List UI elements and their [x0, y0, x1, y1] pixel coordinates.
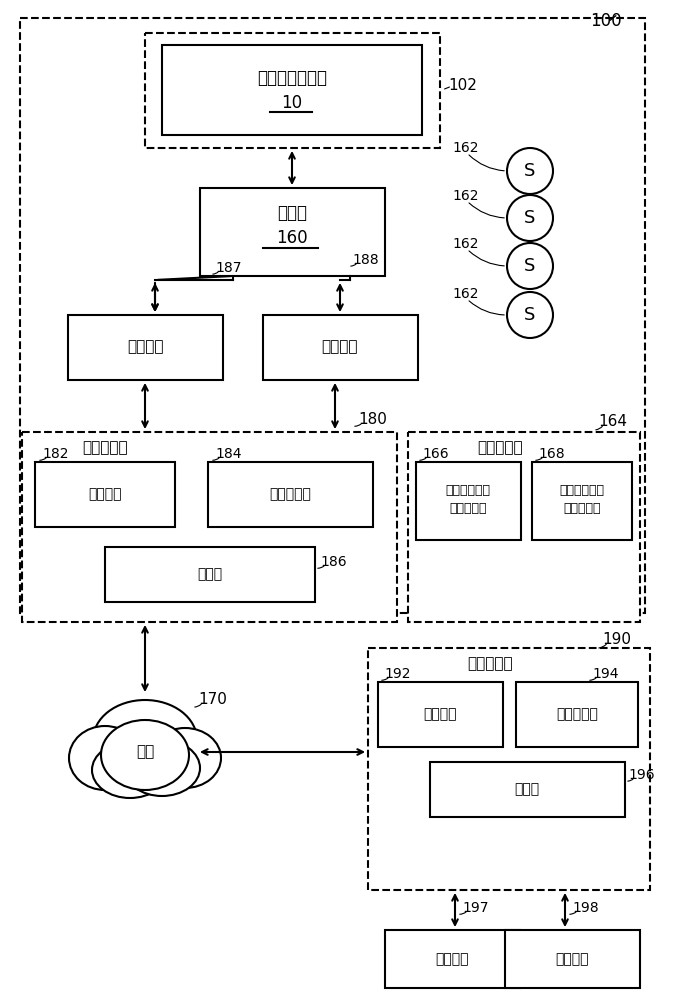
Bar — [22, 432, 397, 622]
Text: 本地计算机: 本地计算机 — [82, 440, 128, 456]
Text: 166: 166 — [422, 447, 449, 461]
Text: S: S — [524, 306, 536, 324]
Text: S: S — [524, 257, 536, 275]
Text: S: S — [524, 209, 536, 227]
Text: 196: 196 — [628, 768, 655, 782]
Text: 元操作数据: 元操作数据 — [449, 502, 487, 514]
Text: 存储器设备: 存储器设备 — [556, 707, 598, 721]
Text: 180: 180 — [358, 412, 387, 428]
Circle shape — [507, 243, 553, 289]
Text: 198: 198 — [572, 901, 598, 915]
Circle shape — [507, 292, 553, 338]
Bar — [162, 45, 422, 135]
Bar — [408, 432, 640, 622]
Text: 197: 197 — [462, 901, 488, 915]
Text: 发动机测试单: 发动机测试单 — [560, 485, 605, 497]
Text: 输出设备: 输出设备 — [556, 952, 589, 966]
Circle shape — [507, 195, 553, 241]
Text: 164: 164 — [598, 414, 627, 430]
Bar — [532, 462, 632, 540]
Ellipse shape — [149, 728, 221, 788]
Bar — [68, 315, 223, 380]
Text: 162: 162 — [452, 287, 479, 301]
Bar — [35, 462, 175, 527]
Bar — [208, 462, 373, 527]
Text: 本地服务器: 本地服务器 — [477, 440, 523, 456]
Text: 燃气涡轮发动机: 燃气涡轮发动机 — [257, 69, 327, 87]
Text: 100: 100 — [590, 12, 622, 30]
Ellipse shape — [124, 740, 200, 796]
Text: 190: 190 — [602, 633, 631, 648]
Ellipse shape — [93, 700, 197, 780]
Text: 通信接口: 通信接口 — [423, 707, 457, 721]
Text: 162: 162 — [452, 189, 479, 203]
Text: S: S — [524, 162, 536, 180]
Text: 187: 187 — [215, 261, 241, 275]
Bar — [516, 682, 638, 747]
Text: 输出设备: 输出设备 — [322, 340, 358, 355]
Text: 网络: 网络 — [136, 744, 154, 760]
Text: 输入设备: 输入设备 — [126, 340, 163, 355]
Text: 10: 10 — [282, 94, 303, 112]
Text: 168: 168 — [538, 447, 564, 461]
Text: 元分析应用: 元分析应用 — [563, 502, 600, 514]
Text: 输入设备: 输入设备 — [435, 952, 469, 966]
Text: 控制器: 控制器 — [277, 204, 307, 222]
Bar — [505, 930, 640, 988]
Text: 存储器设备: 存储器设备 — [269, 487, 311, 501]
Text: 102: 102 — [448, 78, 477, 93]
Bar — [385, 930, 520, 988]
Bar — [378, 682, 503, 747]
Text: 184: 184 — [215, 447, 241, 461]
Bar — [200, 188, 385, 276]
Text: 182: 182 — [42, 447, 69, 461]
Bar — [105, 547, 315, 602]
Circle shape — [507, 148, 553, 194]
Text: 170: 170 — [198, 692, 227, 708]
Text: 162: 162 — [452, 141, 479, 155]
Bar — [416, 462, 521, 540]
Text: 194: 194 — [592, 667, 619, 681]
Bar — [430, 762, 625, 817]
Text: 162: 162 — [452, 237, 479, 251]
Ellipse shape — [69, 726, 141, 790]
Text: 188: 188 — [352, 253, 379, 267]
Bar — [20, 18, 645, 613]
Bar — [263, 315, 418, 380]
Bar — [368, 648, 650, 890]
Ellipse shape — [101, 720, 189, 790]
Bar — [145, 33, 440, 148]
Ellipse shape — [92, 742, 168, 798]
Text: 通信接口: 通信接口 — [88, 487, 122, 501]
Text: 处理器: 处理器 — [197, 567, 222, 581]
Text: 远程计算机: 远程计算机 — [467, 656, 513, 672]
Text: 发动机测试单: 发动机测试单 — [445, 485, 490, 497]
Text: 186: 186 — [320, 555, 347, 569]
Text: 处理器: 处理器 — [515, 782, 539, 796]
Text: 160: 160 — [276, 229, 308, 247]
Text: 192: 192 — [384, 667, 411, 681]
